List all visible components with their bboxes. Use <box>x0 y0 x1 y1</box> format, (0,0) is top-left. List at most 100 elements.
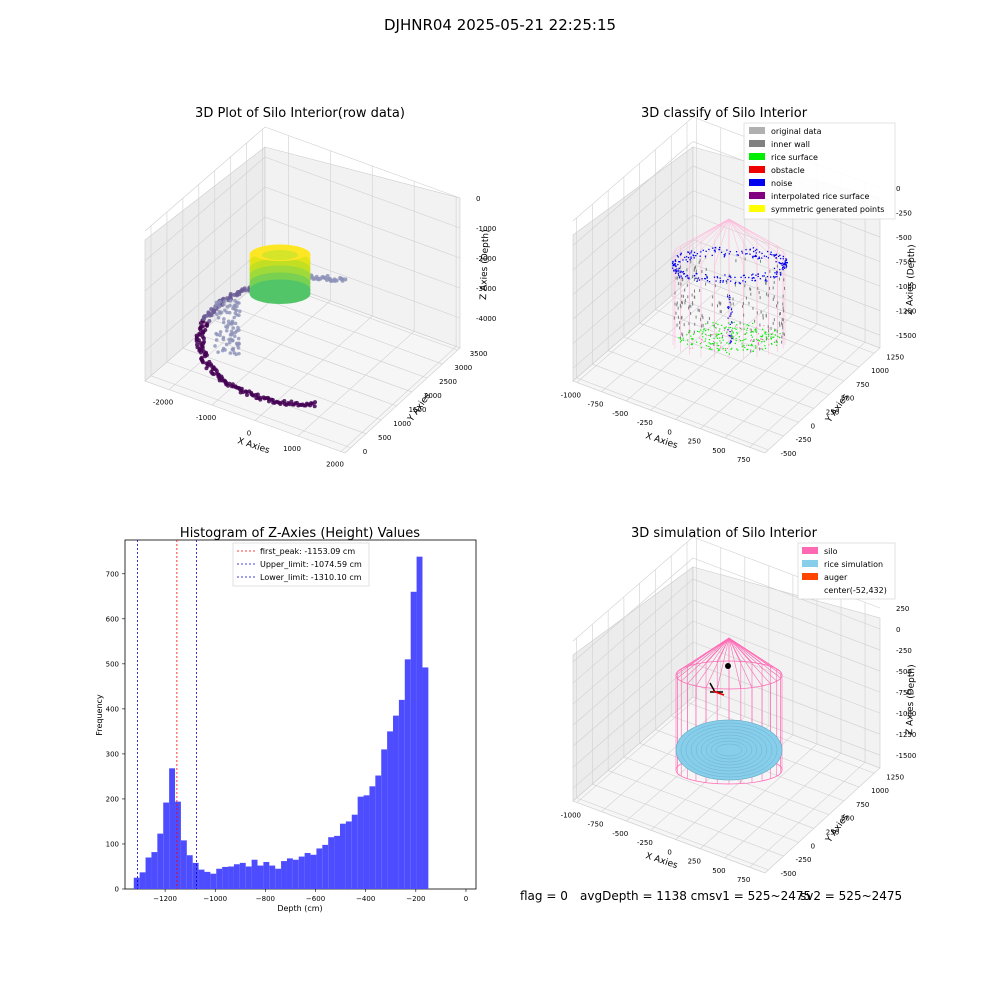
rice-surface-point <box>772 336 774 338</box>
y-tick-label: 3500 <box>470 350 488 358</box>
inner-wall-point <box>701 270 703 274</box>
rice-surface-point <box>764 332 766 334</box>
noise-point <box>745 248 747 251</box>
noise-point <box>773 277 775 279</box>
classify-3d-plot: 3D classify of Silo Interior -1000 -750 -5… <box>561 106 918 464</box>
noise-point <box>680 252 682 254</box>
rice-surface-point <box>763 340 765 343</box>
noise-point <box>729 341 731 343</box>
rice-surface-point <box>731 336 733 338</box>
noise-point <box>729 331 731 333</box>
inner-wall-point <box>783 309 785 313</box>
noise-point <box>690 252 692 254</box>
inner-wall-point <box>681 278 683 282</box>
inner-wall-point <box>765 313 767 317</box>
symmetric-point <box>768 338 770 340</box>
noise-point <box>765 255 768 258</box>
rice-surface-point <box>728 343 730 345</box>
inner-wall-point <box>691 293 693 297</box>
inner-wall-point <box>688 329 690 333</box>
z-tick-label: -1000 <box>896 283 916 291</box>
inner-wall-point <box>769 269 771 273</box>
inner-wall-point <box>743 313 745 317</box>
rice-surface-point <box>755 329 757 331</box>
classified-cloud <box>671 218 788 359</box>
data-point <box>224 328 229 333</box>
inner-wall-point <box>695 315 697 319</box>
noise-point <box>775 257 777 259</box>
noise-point <box>764 280 766 282</box>
z-ticks: 250 0 -250 -500 -750 -1000 -1250 -1500 <box>896 605 916 760</box>
grid-line-z <box>572 599 694 705</box>
noise-point <box>730 276 732 279</box>
rice-surface-point <box>734 327 736 329</box>
noise-point <box>708 248 710 251</box>
rice-surface-point <box>743 344 745 347</box>
noise-point <box>735 251 738 253</box>
noise-point <box>689 253 691 255</box>
data-point <box>226 319 231 324</box>
histogram-bar <box>304 852 311 889</box>
grid-line-y <box>655 309 845 382</box>
grid-line-z <box>572 662 694 768</box>
inner-wall-point <box>772 286 774 290</box>
noise-point <box>693 275 695 277</box>
legend-swatch <box>802 560 818 567</box>
x-ticks: -1000 -750 -500 -250 0 250 500 750 <box>561 391 751 464</box>
inner-wall-point <box>705 282 707 286</box>
histogram-bar <box>186 855 193 889</box>
rice-surface-point <box>709 348 711 350</box>
noise-point <box>785 265 788 267</box>
grid-line-z <box>572 116 694 222</box>
x-tick-label: 2000 <box>326 461 344 469</box>
noise-point <box>774 272 776 274</box>
histogram-bar <box>404 659 411 889</box>
rice-surface-point <box>682 339 684 341</box>
noise-point <box>773 255 775 257</box>
rice-surface-point <box>736 348 738 350</box>
data-point <box>227 381 232 386</box>
inner-wall-point <box>678 268 680 272</box>
grid-line-z <box>572 141 694 246</box>
noise-point <box>693 251 696 254</box>
rice-surface-point <box>715 336 717 338</box>
grid-line-y <box>639 322 830 395</box>
z-tick-label: -1250 <box>896 731 916 739</box>
symmetric-point <box>716 345 718 347</box>
symmetric-point <box>730 331 732 333</box>
rice-surface-point <box>742 339 744 342</box>
rice-surface-point <box>733 321 735 324</box>
inner-wall-point <box>765 277 767 281</box>
noise-point <box>716 276 718 278</box>
noise-point <box>690 256 692 258</box>
noise-point <box>678 270 680 272</box>
noise-point <box>714 246 717 249</box>
inner-wall-point <box>782 294 784 298</box>
noise-point <box>725 280 728 282</box>
histogram-bar <box>339 823 346 889</box>
histogram-bar <box>281 861 287 889</box>
inner-wall-point <box>779 312 781 316</box>
rice-surface-point <box>703 329 705 331</box>
grid-line-z <box>692 578 881 651</box>
noise-point <box>695 277 697 279</box>
inner-wall-point <box>781 317 783 321</box>
data-point <box>237 351 241 356</box>
rice-surface-point <box>778 337 781 339</box>
noise-point <box>724 254 726 257</box>
data-point <box>200 324 205 329</box>
rice-surface-point <box>718 330 720 332</box>
noise-point <box>782 266 784 269</box>
symmetric-point <box>727 348 729 350</box>
inner-wall-point <box>677 270 679 274</box>
rice-surface-point <box>715 322 717 324</box>
histogram-bar <box>145 857 152 889</box>
x-ticks: −1200 −1000 −800 −600 −400 −200 0 <box>153 889 468 903</box>
silo-cone-wire <box>674 218 730 257</box>
symmetric-point <box>713 333 715 335</box>
rice-surface-point <box>773 336 775 338</box>
rice-surface-point <box>752 350 754 353</box>
noise-point <box>675 265 677 267</box>
data-point <box>203 328 208 333</box>
legend-swatch <box>749 140 765 147</box>
